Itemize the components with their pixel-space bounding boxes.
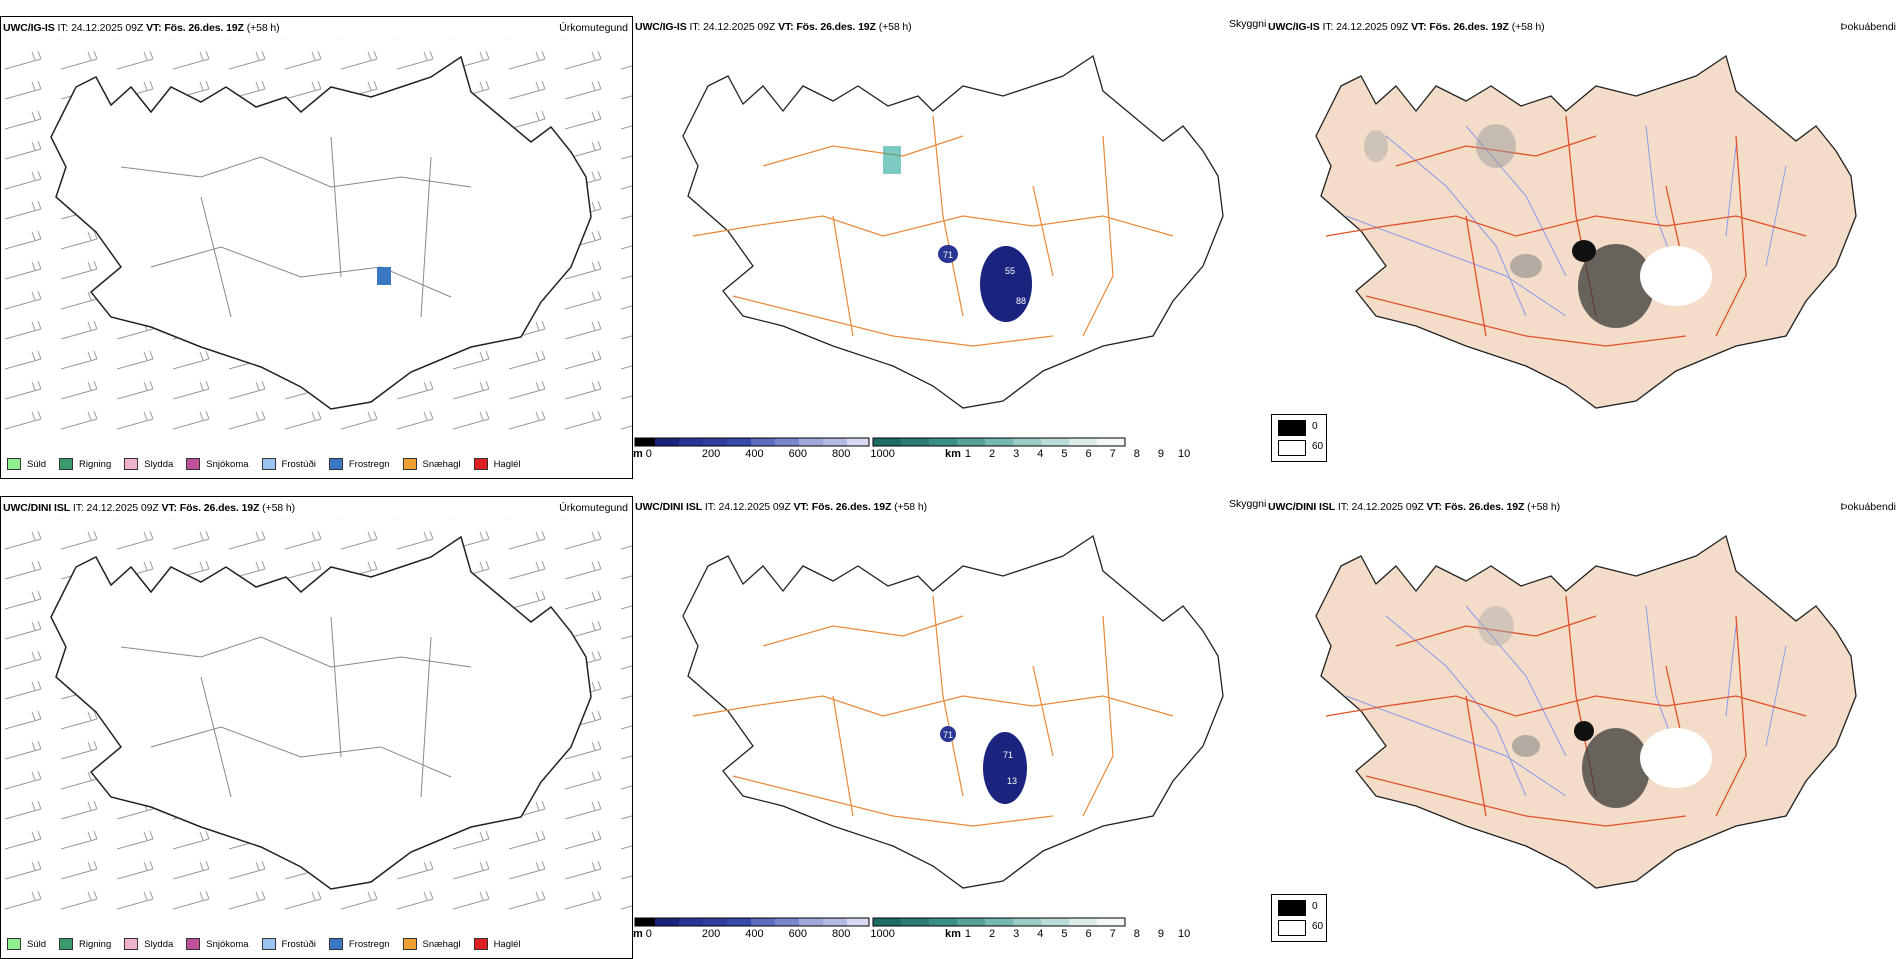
fog-area [1578, 244, 1654, 328]
fog-map [1315, 54, 1857, 409]
wind-barb-map [1, 39, 632, 439]
legend-item: Haglél [473, 938, 521, 950]
precip-type-panel-1: UWC/IG-IS IT: 24.12.2025 09Z VT: Fös. 26… [0, 16, 633, 479]
cloud-map: 71 71 13 [634, 534, 1224, 927]
fog-panel-1: UWC/IG-IS IT: 24.12.2025 09Z VT: Fös. 26… [1266, 16, 1900, 479]
frostregn-area [377, 267, 391, 285]
fog-area [1640, 728, 1712, 788]
cloud-area [980, 246, 1032, 322]
cloud-top-colorbar [872, 437, 1126, 447]
iceland-outline [50, 55, 592, 410]
rivers [1345, 605, 1787, 797]
visibility-label: Skyggni [1229, 498, 1266, 510]
cloud-panel-1: UWC/IG-IS IT: 24.12.2025 09Z VT: Fös. 26… [633, 16, 1266, 479]
panel-title: UWC/IG-IS IT: 24.12.2025 09Z VT: Fös. 26… [3, 22, 280, 34]
iceland-outline [50, 535, 592, 890]
cloud-base-colorbar [634, 437, 870, 447]
cloud-value: 71 [1003, 750, 1013, 760]
legend-item: Snæhagl [402, 938, 461, 950]
legend-item: Rigning [59, 458, 111, 470]
panel-title: UWC/IG-IS IT: 24.12.2025 09Z VT: Fös. 26… [635, 21, 912, 33]
precip-type-label: Úrkomutegund [559, 502, 628, 514]
legend-item: Snjókoma [186, 938, 249, 950]
cloud-value: 71 [943, 250, 953, 260]
iceland-outline [682, 54, 1224, 409]
fog-index-label: Þokuábendi [1840, 21, 1896, 33]
fog-area [1640, 246, 1712, 306]
cloud-map: 71 55 88 [634, 54, 1224, 447]
panel-title: UWC/IG-IS IT: 24.12.2025 09Z VT: Fös. 26… [1268, 21, 1545, 33]
panel-title: UWC/DINI ISL IT: 24.12.2025 09Z VT: Fös.… [3, 502, 296, 514]
legend-item: Rigning [59, 938, 111, 950]
cloud-value: 71 [943, 730, 953, 740]
fog-area [1574, 721, 1594, 741]
legend-item: Frostúði [261, 458, 316, 470]
legend-item: Snæhagl [402, 458, 461, 470]
rivers [1345, 125, 1787, 317]
iceland-outline [682, 534, 1224, 889]
visibility-legend: 0 60 [1271, 414, 1327, 462]
cloud-base-colorbar [634, 917, 870, 927]
cloud-top-colorbar [872, 917, 1126, 927]
legend-item: Frostregn [328, 938, 390, 950]
wind-barb-map [1, 519, 632, 919]
cloud-top-ticks: km 1 2 3 4 5 6 7 8 9 10 [945, 928, 1191, 940]
cloud-area [940, 726, 956, 742]
fog-index-label: Þokuábendi [1840, 501, 1896, 513]
fog-panel-2: UWC/DINI ISL IT: 24.12.2025 09Z VT: Fös.… [1266, 496, 1900, 959]
visibility-legend: 0 60 [1271, 894, 1327, 942]
visibility-label: Skyggni [1229, 18, 1266, 30]
precip-type-legend: Súld Rigning Slydda Snjókoma Frostúði Fr… [7, 938, 521, 950]
fog-map [1315, 534, 1857, 889]
cloud-area [983, 732, 1027, 804]
road-network [692, 595, 1174, 827]
legend-item: Súld [7, 938, 46, 950]
cloud-top-ticks: km 1 2 3 4 5 6 7 8 9 10 [945, 448, 1191, 460]
panel-title: UWC/DINI ISL IT: 24.12.2025 09Z VT: Fös.… [635, 501, 928, 513]
legend-item: Slydda [124, 458, 173, 470]
cloud-panel-2: UWC/DINI ISL IT: 24.12.2025 09Z VT: Fös.… [633, 496, 1266, 959]
legend-item: Frostregn [328, 458, 390, 470]
precip-type-panel-2: UWC/DINI ISL IT: 24.12.2025 09Z VT: Fös.… [0, 496, 633, 959]
panel-title: UWC/DINI ISL IT: 24.12.2025 09Z VT: Fös.… [1268, 501, 1561, 513]
cloud-value: 13 [1007, 776, 1017, 786]
iceland-outline [1315, 534, 1857, 889]
road-network [692, 115, 1174, 347]
legend-item: Súld [7, 458, 46, 470]
cloud-value: 88 [1016, 296, 1026, 306]
precip-type-label: Úrkomutegund [559, 22, 628, 34]
fog-area [1572, 240, 1596, 262]
cloud-base-ticks: m 0 200 400 600 800 1000 [633, 448, 895, 460]
cloud-base-ticks: m 0 200 400 600 800 1000 [633, 928, 895, 940]
precip-type-legend: Súld Rigning Slydda Snjókoma Frostúði Fr… [7, 458, 521, 470]
legend-item: Slydda [124, 938, 173, 950]
fog-area [1582, 728, 1650, 808]
legend-item: Haglél [473, 458, 521, 470]
cloud-value: 55 [1005, 266, 1015, 276]
road-network [1325, 595, 1807, 827]
legend-item: Frostúði [261, 938, 316, 950]
legend-item: Snjókoma [186, 458, 249, 470]
iceland-outline [1315, 54, 1857, 409]
cloud-area [938, 245, 958, 263]
